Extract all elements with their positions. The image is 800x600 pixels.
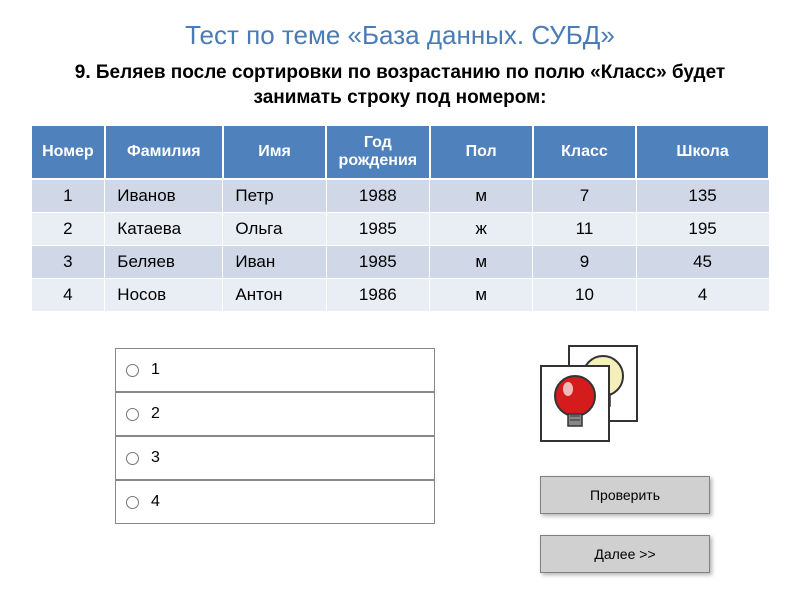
cell: 1 [31,179,105,213]
option-2[interactable]: 2 [115,392,435,436]
col-header: Пол [430,125,533,179]
table-row: 4 Носов Антон 1986 м 10 4 [31,279,769,312]
cell: Петр [223,179,326,213]
check-button[interactable]: Проверить [540,476,710,514]
table-row: 2 Катаева Ольга 1985 ж 11 195 [31,213,769,246]
hint-icons [540,345,650,455]
col-header: Фамилия [105,125,223,179]
option-radio[interactable] [126,496,139,509]
cell: 10 [533,279,636,312]
cell: 4 [31,279,105,312]
option-label: 4 [151,493,160,511]
option-radio[interactable] [126,452,139,465]
col-header: Класс [533,125,636,179]
table-header-row: Номер Фамилия Имя Год рождения Пол Класс… [31,125,769,179]
cell: Ольга [223,213,326,246]
question-text: 9. Беляев после сортировки по возрастани… [30,61,770,110]
data-table: Номер Фамилия Имя Год рождения Пол Класс… [30,124,770,312]
option-label: 3 [151,449,160,467]
next-button[interactable]: Далее >> [540,535,710,573]
page-title: Тест по теме «База данных. СУБД» [30,20,770,51]
col-header: Школа [636,125,769,179]
cell: ж [430,213,533,246]
table-row: 3 Беляев Иван 1985 м 9 45 [31,246,769,279]
cell: м [430,279,533,312]
cell: 135 [636,179,769,213]
option-1[interactable]: 1 [115,348,435,392]
cell: 9 [533,246,636,279]
col-header: Имя [223,125,326,179]
option-4[interactable]: 4 [115,480,435,524]
table-row: 1 Иванов Петр 1988 м 7 135 [31,179,769,213]
option-radio[interactable] [126,408,139,421]
cell: Катаева [105,213,223,246]
cell: 11 [533,213,636,246]
bulb-front-card[interactable] [540,365,610,442]
option-label: 2 [151,405,160,423]
cell: 1988 [326,179,429,213]
option-radio[interactable] [126,364,139,377]
cell: 1985 [326,213,429,246]
col-header: Год рождения [326,125,429,179]
cell: 1985 [326,246,429,279]
answer-options: 1 2 3 4 [115,348,435,524]
cell: 45 [636,246,769,279]
cell: м [430,179,533,213]
cell: Антон [223,279,326,312]
option-label: 1 [151,361,160,379]
cell: 1986 [326,279,429,312]
col-header: Номер [31,125,105,179]
cell: 3 [31,246,105,279]
lightbulb-on-icon [550,374,600,434]
cell: Иван [223,246,326,279]
cell: 7 [533,179,636,213]
cell: Иванов [105,179,223,213]
cell: 195 [636,213,769,246]
cell: 4 [636,279,769,312]
cell: Носов [105,279,223,312]
cell: м [430,246,533,279]
option-3[interactable]: 3 [115,436,435,480]
cell: Беляев [105,246,223,279]
cell: 2 [31,213,105,246]
